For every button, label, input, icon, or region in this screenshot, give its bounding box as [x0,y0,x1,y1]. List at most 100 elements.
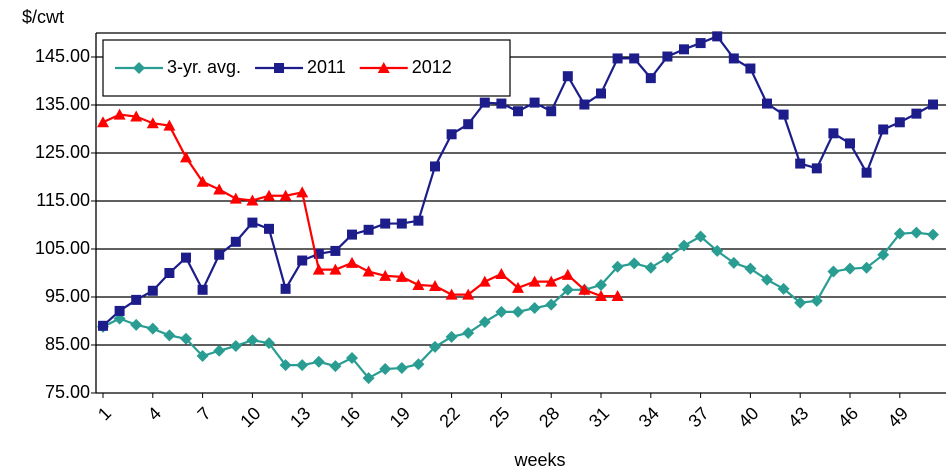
x-tick-label: 40 [734,403,762,431]
marker [263,337,275,350]
x-tick-label: 31 [585,403,613,431]
legend-box [102,39,511,97]
marker [146,322,159,335]
marker [379,269,392,281]
x-tick-label: 16 [336,403,364,431]
marker [727,256,740,269]
series-line [102,113,618,298]
marker [180,151,192,163]
marker [928,99,938,110]
marker [133,62,145,74]
marker [97,116,109,128]
marker [712,31,723,42]
marker [131,294,142,305]
x-tick-label: 7 [194,403,215,424]
marker [910,226,923,239]
marker [745,63,756,74]
marker [495,305,508,318]
marker [296,186,309,198]
marker [629,53,640,64]
marker [546,106,557,117]
marker [312,355,325,368]
y-tick-label: 125.00 [35,142,90,162]
marker [296,359,309,372]
marker [445,330,458,343]
marker [264,223,274,234]
x-tick-label: 4 [144,403,165,424]
y-tick-label: 135.00 [35,94,90,114]
marker [860,261,873,274]
marker [695,38,706,49]
marker [827,265,840,278]
marker [114,305,125,316]
x-tick-label: 34 [635,403,663,431]
marker [380,218,391,229]
marker [811,163,822,174]
marker [130,110,143,122]
marker [377,62,390,73]
marker [462,288,475,300]
marker [196,175,209,187]
marker [728,53,739,64]
marker [528,275,541,287]
marker [196,350,209,363]
marker [362,265,375,277]
marker [529,97,540,108]
marker [213,344,226,357]
marker [513,106,523,117]
marker [927,228,939,241]
marker [446,129,457,140]
marker [429,340,441,353]
marker [395,270,408,282]
marker [562,71,573,82]
marker [478,275,491,287]
marker [845,138,855,149]
marker [911,108,922,119]
x-axis-label: weeks [513,450,565,470]
marker [246,194,259,206]
marker [347,229,357,240]
marker [596,88,606,99]
marker [595,290,607,302]
marker [495,267,508,279]
legend: 3-yr. avg. 2011 2012 [102,39,511,97]
marker [130,318,143,331]
marker [279,359,292,372]
marker [662,51,673,62]
marker [247,217,258,228]
marker [611,290,624,302]
marker [445,288,458,300]
marker [878,124,889,135]
marker [329,263,342,275]
marker [512,281,524,293]
marker [877,248,890,261]
marker [214,249,225,260]
marker [396,218,407,229]
marker [561,268,574,280]
marker [229,192,242,204]
marker [279,189,292,201]
marker [661,251,674,264]
marker [164,268,175,278]
marker [612,53,623,64]
x-tick-label: 25 [485,403,513,431]
y-tick-label: 95.00 [45,286,90,306]
y-tick-label: 105.00 [35,238,90,258]
marker [512,305,524,318]
x-tick-label: 28 [535,403,563,431]
marker [413,215,424,226]
marker [462,327,475,339]
x-tick-label: 19 [386,403,414,431]
marker [645,73,656,84]
y-axis-label: $/cwt [22,7,64,27]
marker [363,224,374,235]
legend-label: 2011 [307,57,346,77]
x-tick-label: 13 [286,403,314,431]
marker [395,362,408,375]
marker [496,98,507,109]
marker [297,255,308,266]
marker [795,158,806,169]
marker [379,363,392,375]
marker [181,252,191,263]
y-tick-label: 145.00 [35,46,90,66]
